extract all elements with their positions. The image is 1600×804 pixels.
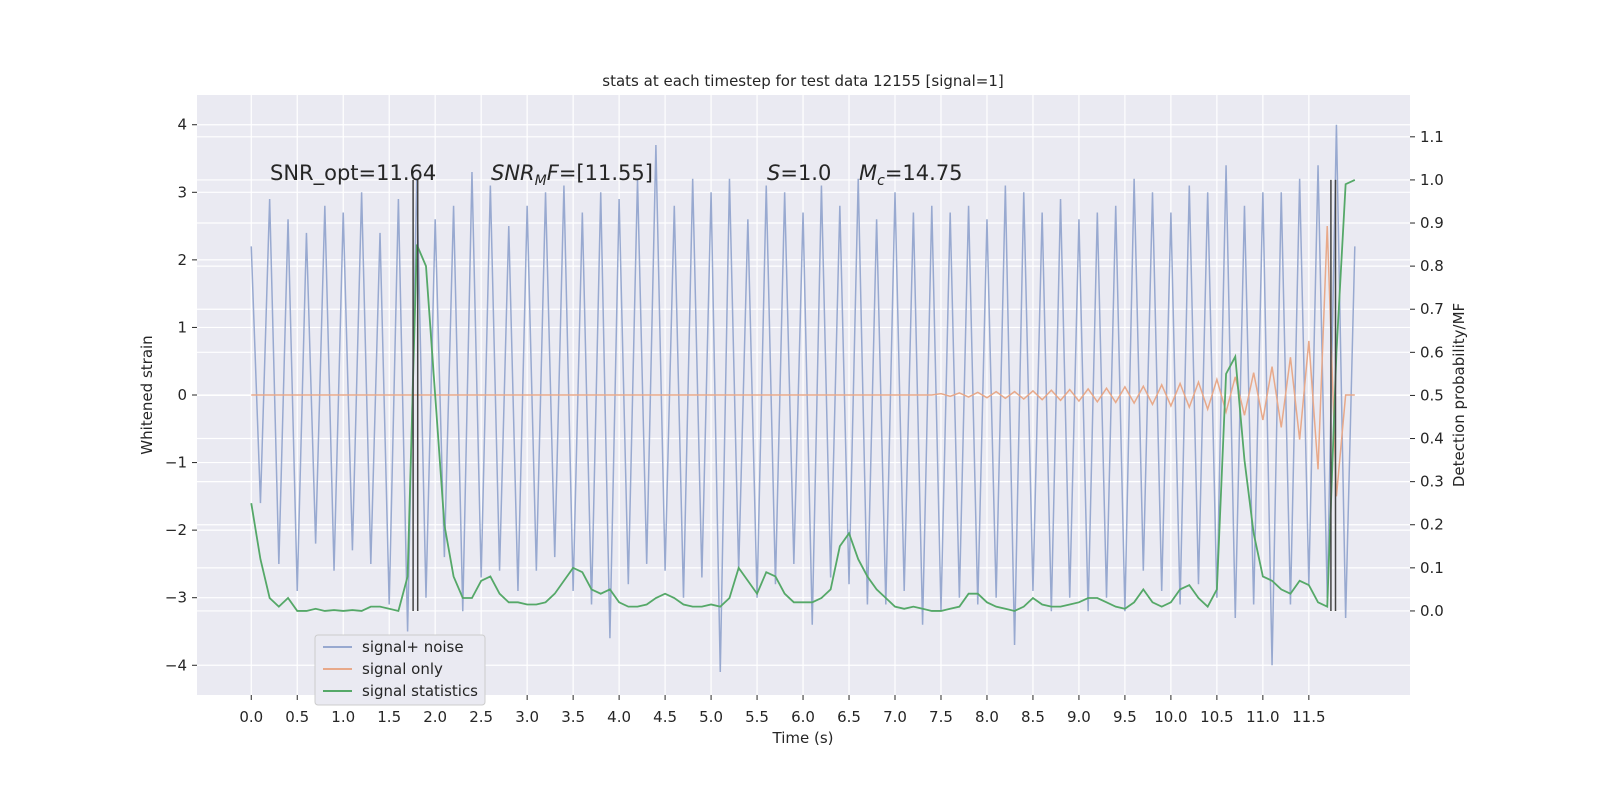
y2-tick-label: 0.8 — [1420, 257, 1444, 275]
y2-axis-label: Detection probability/MF — [1450, 303, 1468, 487]
series-line — [250, 124, 1356, 673]
x-tick-label: 8.0 — [975, 708, 999, 726]
x-tick-label: 5.0 — [699, 708, 723, 726]
y2-tick-label: 1.0 — [1420, 171, 1444, 189]
y-tick-label: −4 — [165, 656, 187, 674]
legend-label: signal only — [362, 660, 443, 678]
annotation-part: SNR_opt=11.64 — [270, 161, 436, 186]
annotation: SNRMF=[11.55] — [491, 161, 653, 189]
y-tick-label: 3 — [177, 183, 187, 201]
y-tick-label: −2 — [165, 521, 187, 539]
y2-tick-label: 0.0 — [1420, 602, 1444, 620]
y-tick-label: 1 — [177, 318, 187, 336]
annotation-part: =1.0 — [780, 161, 831, 185]
x-tick-label: 1.0 — [331, 708, 355, 726]
y-tick-label: 0 — [177, 386, 187, 404]
x-tick-label: 0.5 — [285, 708, 309, 726]
x-tick-label: 1.5 — [377, 708, 401, 726]
annotation-part: =14.75 — [885, 161, 963, 185]
legend-label: signal statistics — [362, 682, 478, 700]
x-tick-label: 4.0 — [607, 708, 631, 726]
x-tick-label: 11.5 — [1292, 708, 1325, 726]
marks — [250, 124, 1356, 673]
y2-tick-label: 0.4 — [1420, 430, 1444, 448]
x-tick-label: 7.0 — [883, 708, 907, 726]
y2-tick-label: 0.5 — [1420, 386, 1444, 404]
legend-label: signal+ noise — [362, 638, 464, 656]
x-tick-label: 2.0 — [423, 708, 447, 726]
x-axis-label: Time (s) — [772, 729, 834, 747]
annotation-part: M — [535, 173, 547, 189]
x-tick-label: 2.5 — [469, 708, 493, 726]
y-tick-label: 2 — [177, 251, 187, 269]
x-tick-label: 9.0 — [1067, 708, 1091, 726]
y-tick-label: −1 — [165, 454, 187, 472]
legend-box — [314, 634, 486, 706]
annotation-part: M — [859, 161, 877, 185]
y-tick-label: −3 — [165, 589, 187, 607]
annotation-part: =[11.55] — [559, 161, 653, 185]
annotation: Mc=14.75 — [859, 161, 963, 189]
x-tick-label: 6.5 — [837, 708, 861, 726]
y-axis-label: Whitened strain — [138, 335, 156, 454]
x-tick-label: 8.5 — [1021, 708, 1045, 726]
x-tick-label: 4.5 — [653, 708, 677, 726]
annotation-part: SNR — [491, 161, 535, 185]
y2-tick-label: 0.3 — [1420, 473, 1444, 491]
y-tick-label: 4 — [177, 116, 187, 134]
series-line — [250, 179, 1356, 613]
y2-tick-label: 1.1 — [1420, 128, 1444, 146]
x-tick-label: 9.5 — [1113, 708, 1137, 726]
chart-title: stats at each timestep for test data 121… — [602, 72, 1003, 90]
x-tick-label: 3.0 — [515, 708, 539, 726]
x-tick-label: 7.5 — [929, 708, 953, 726]
annotation: SNR_opt=11.64 — [270, 161, 436, 186]
y2-tick-label: 0.2 — [1420, 516, 1444, 534]
y2-tick-label: 0.1 — [1420, 559, 1444, 577]
x-tick-label: 5.5 — [745, 708, 769, 726]
x-tick-label: 6.0 — [791, 708, 815, 726]
x-tick-label: 10.5 — [1200, 708, 1233, 726]
annotation: S=1.0 — [767, 161, 831, 185]
x-tick-label: 3.5 — [561, 708, 585, 726]
x-tick-label: 0.0 — [239, 708, 263, 726]
y2-tick-label: 0.7 — [1420, 300, 1444, 318]
x-tick-label: 11.0 — [1246, 708, 1279, 726]
x-tick-label: 10.0 — [1154, 708, 1187, 726]
y2-tick-label: 0.9 — [1420, 214, 1444, 232]
y2-tick-label: 0.6 — [1420, 343, 1444, 361]
annotation-part: S — [767, 161, 780, 185]
annotation-part: F — [547, 161, 560, 185]
annotation-part: c — [877, 173, 885, 189]
